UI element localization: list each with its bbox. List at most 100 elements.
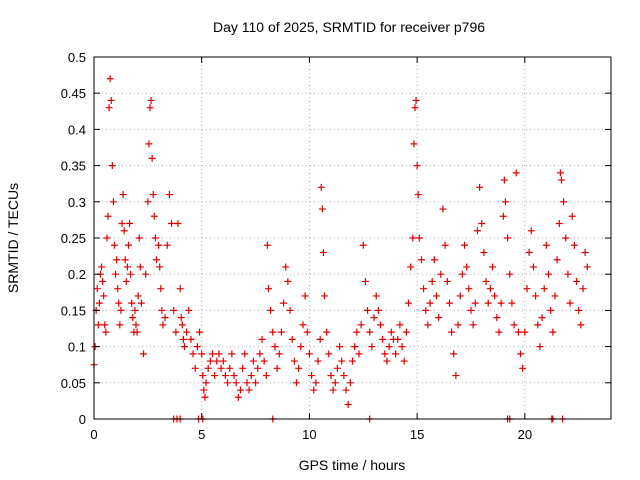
data-point (132, 321, 140, 329)
data-point (359, 241, 367, 249)
data-point (176, 285, 184, 293)
data-point (411, 104, 419, 112)
data-point (484, 299, 492, 307)
data-point (583, 263, 591, 271)
data-point (262, 372, 270, 380)
data-point (338, 357, 346, 365)
data-point (329, 386, 337, 394)
data-point (482, 277, 490, 285)
data-point (206, 357, 214, 365)
data-point (557, 176, 565, 184)
data-point (165, 191, 173, 199)
data-point (379, 335, 387, 343)
data-point (320, 292, 328, 300)
data-point (577, 321, 585, 329)
y-tick-label: 0.25 (61, 231, 86, 246)
data-point (217, 364, 225, 372)
data-point (435, 314, 443, 322)
data-point (428, 277, 436, 285)
data-point (514, 328, 522, 336)
data-point (148, 154, 156, 162)
data-point (415, 234, 423, 242)
y-tick-label: 0.05 (61, 376, 86, 391)
data-point (297, 343, 305, 351)
data-point (383, 357, 391, 365)
data-point (575, 306, 583, 314)
data-point (555, 220, 563, 228)
data-point (256, 350, 264, 358)
data-point (115, 299, 123, 307)
data-point (144, 198, 152, 206)
data-point (254, 364, 262, 372)
data-point (448, 328, 456, 336)
data-point (458, 270, 466, 278)
data-point (381, 350, 389, 358)
data-point (93, 285, 101, 293)
data-point (486, 285, 494, 293)
data-point (445, 299, 453, 307)
data-point (295, 364, 303, 372)
data-point (493, 314, 501, 322)
data-point (245, 386, 253, 394)
data-point (191, 364, 199, 372)
data-point (377, 321, 385, 329)
data-point (581, 248, 589, 256)
data-point (145, 140, 153, 148)
data-point (566, 299, 574, 307)
data-point (137, 299, 145, 307)
data-point (101, 321, 109, 329)
data-point (299, 321, 307, 329)
data-point (236, 386, 244, 394)
data-point (517, 350, 525, 358)
data-point (110, 241, 118, 249)
y-tick-label: 0.35 (61, 159, 86, 174)
data-point (568, 212, 576, 220)
y-tick-labels: 0 0.05 0.1 0.15 0.2 0.25 0.3 0.35 0.4 0.45 0.5 (61, 50, 86, 427)
data-point (234, 393, 242, 401)
data-point (219, 357, 227, 365)
data-point (177, 314, 185, 322)
data-point (422, 306, 430, 314)
data-point (305, 350, 313, 358)
data-point (344, 401, 352, 409)
data-point (113, 256, 121, 264)
data-point (119, 191, 127, 199)
data-point (510, 321, 518, 329)
data-point (275, 350, 283, 358)
data-point (454, 321, 462, 329)
data-point (271, 343, 279, 351)
data-point (168, 220, 176, 228)
data-point (538, 314, 546, 322)
data-point (370, 314, 378, 322)
data-point (161, 314, 169, 322)
data-point (211, 372, 219, 380)
data-point (396, 321, 404, 329)
x-tick-label: 5 (198, 427, 205, 442)
data-point (351, 343, 359, 351)
data-point (269, 328, 277, 336)
data-point (547, 306, 555, 314)
y-tick-label: 0.2 (68, 267, 86, 282)
data-point (353, 328, 361, 336)
y-axis-label: SRMTID / TECUs (5, 183, 21, 293)
data-point (187, 335, 195, 343)
data-point (532, 292, 540, 300)
data-point (99, 277, 107, 285)
data-point (136, 263, 144, 271)
data-point (495, 328, 503, 336)
data-point (178, 321, 186, 329)
data-point (443, 277, 451, 285)
data-point (480, 248, 488, 256)
data-point (407, 263, 415, 271)
data-point (151, 234, 159, 242)
data-point (239, 364, 247, 372)
data-point (437, 270, 445, 278)
data-point (417, 256, 425, 264)
data-point (394, 335, 402, 343)
data-point (301, 292, 309, 300)
data-point (185, 306, 193, 314)
data-point (491, 292, 499, 300)
data-point (540, 285, 548, 293)
data-point (414, 191, 422, 199)
data-point (340, 372, 348, 380)
